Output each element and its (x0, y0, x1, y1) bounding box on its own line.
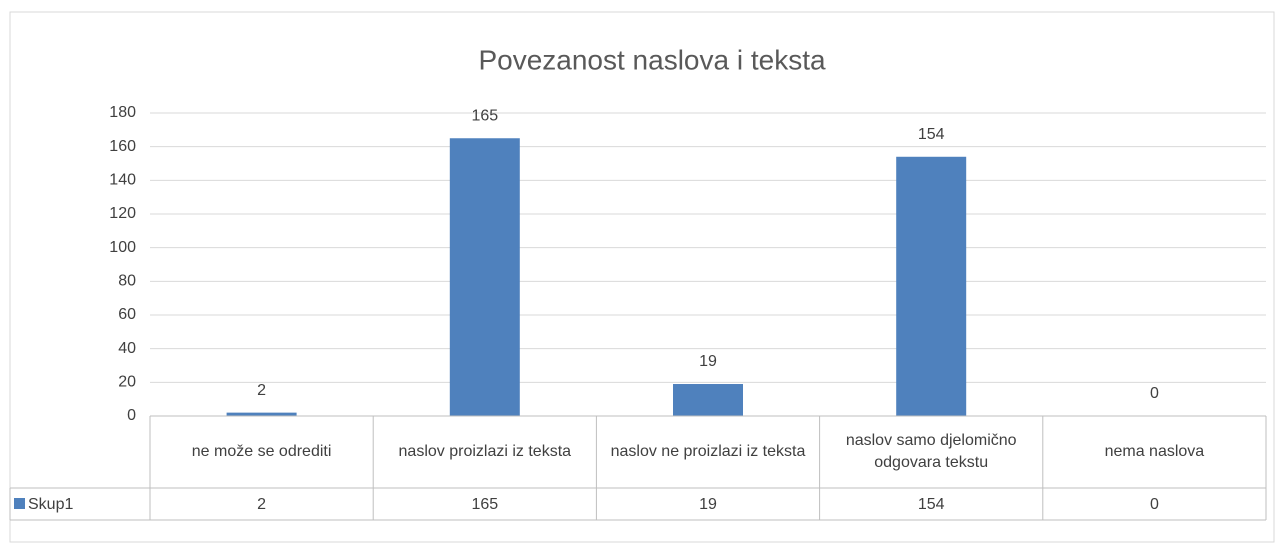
chart-border (9, 11, 1275, 543)
x-tick-label: ne može se odrediti (191, 443, 332, 461)
bar (449, 138, 520, 416)
category-cell: nema naslova (1104, 443, 1205, 461)
table-value: 154 (918, 496, 945, 513)
x-tick-label: naslov ne proizlazi iz teksta (610, 443, 806, 461)
data-label: 0 (1150, 385, 1159, 402)
legend-label: Skup1 (28, 496, 73, 513)
x-tick-label: naslov proizlazi iz teksta (398, 443, 572, 461)
bar (673, 384, 743, 416)
table-value: 0 (1150, 496, 1159, 513)
data-label: 19 (699, 353, 717, 370)
y-tick-label: 60 (118, 306, 136, 323)
y-tick-label: 80 (118, 273, 136, 290)
y-tick-label: 100 (109, 239, 136, 256)
table-value: 19 (699, 496, 717, 513)
data-label: 165 (471, 107, 498, 124)
y-tick-label: 140 (109, 172, 136, 189)
x-tick-label: naslov samo djelomično odgovara tekstu (845, 432, 1017, 471)
y-tick-label: 20 (118, 374, 136, 391)
category-cell: naslov samo djelomično odgovara tekstu (845, 432, 1017, 471)
data-label: 2 (257, 382, 266, 399)
y-tick-label: 160 (109, 138, 136, 155)
category-cell: ne može se odrediti (191, 443, 332, 461)
bar (226, 412, 297, 416)
y-tick-label: 0 (127, 407, 136, 424)
legend-key (14, 498, 25, 509)
chart-title: Povezanost naslova i teksta (478, 44, 826, 75)
x-tick-label: nema naslova (1104, 443, 1205, 461)
category-cell: naslov ne proizlazi iz teksta (610, 443, 806, 461)
category-cell: naslov proizlazi iz teksta (398, 443, 572, 461)
bar (896, 156, 967, 416)
y-tick-label: 120 (109, 205, 136, 222)
table-value: 2 (257, 496, 266, 513)
table-value: 165 (471, 496, 498, 513)
y-tick-label: 40 (118, 340, 136, 357)
data-label: 154 (918, 126, 945, 143)
y-tick-label: 180 (109, 104, 136, 121)
